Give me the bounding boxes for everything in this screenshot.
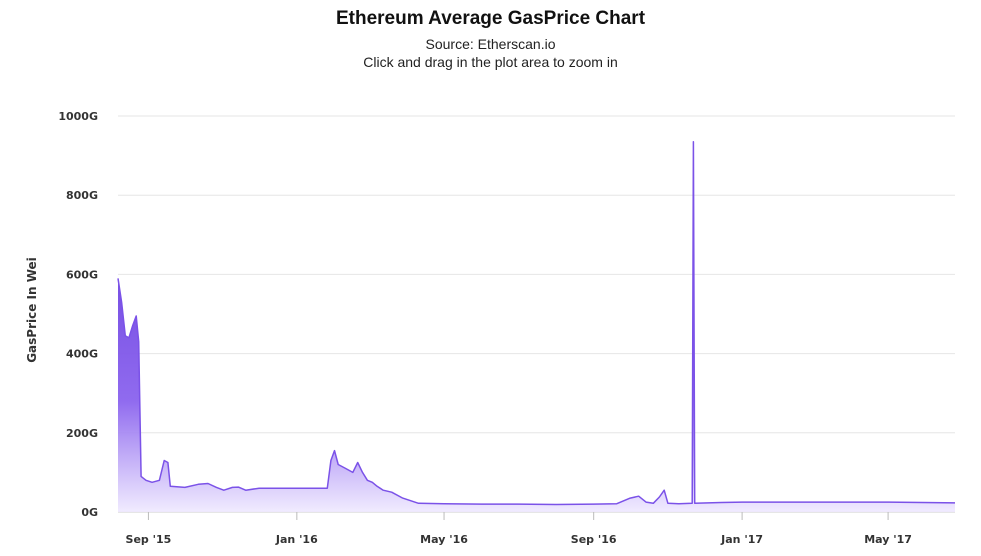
series-area bbox=[118, 141, 955, 512]
y-tick-label: 200G bbox=[66, 427, 98, 440]
chart-subtitle: Source: Etherscan.io bbox=[425, 36, 556, 52]
x-tick-label: Sep '15 bbox=[126, 533, 172, 546]
x-tick-label: May '17 bbox=[864, 533, 912, 546]
y-tick-label: 400G bbox=[66, 348, 98, 361]
y-axis: 0G 200G 400G 600G 800G 1000G bbox=[58, 110, 98, 519]
y-tick-label: 600G bbox=[66, 268, 98, 281]
series-layer bbox=[117, 140, 956, 512]
y-tick-label: 800G bbox=[66, 189, 98, 202]
x-tick-label: Jan '16 bbox=[275, 533, 318, 546]
chart-zoom-hint: Click and drag in the plot area to zoom … bbox=[363, 54, 618, 70]
y-axis-label: GasPrice In Wei bbox=[25, 257, 39, 363]
x-tick-label: Jan '17 bbox=[720, 533, 763, 546]
y-tick-label: 1000G bbox=[58, 110, 98, 123]
series-line bbox=[117, 140, 956, 506]
y-tick-label: 0G bbox=[81, 506, 98, 519]
x-tick-label: May '16 bbox=[420, 533, 468, 546]
x-tick-label: Sep '16 bbox=[571, 533, 617, 546]
chart-title: Ethereum Average GasPrice Chart bbox=[335, 8, 646, 29]
grid-lines bbox=[118, 115, 955, 513]
x-axis: Sep '15 Jan '16 May '16 Sep '16 Jan '17 May '… bbox=[118, 511, 955, 546]
